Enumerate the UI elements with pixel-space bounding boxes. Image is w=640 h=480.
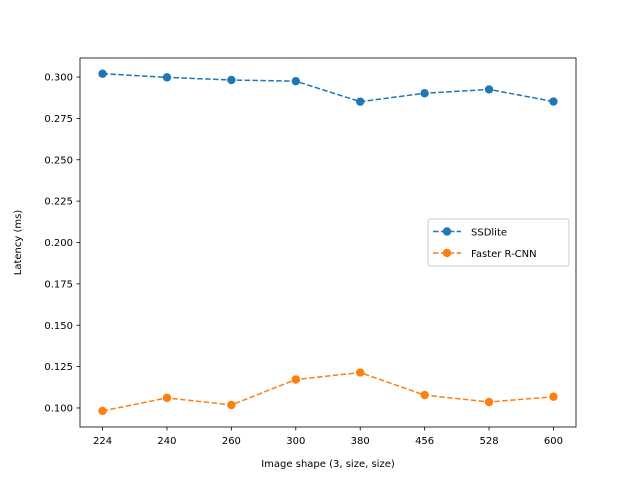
data-point-faster-r-cnn bbox=[484, 397, 494, 407]
data-point-faster-r-cnn bbox=[420, 390, 429, 400]
y-tick-label: 0.250 bbox=[44, 155, 73, 166]
data-point-ssdlite bbox=[420, 89, 429, 98]
x-tick-label: 380 bbox=[351, 436, 370, 447]
x-tick-label: 456 bbox=[415, 436, 434, 447]
legend-marker bbox=[442, 248, 452, 258]
series-line-ssdlite bbox=[102, 72, 554, 103]
data-point-faster-r-cnn bbox=[98, 406, 107, 416]
data-point-ssdlite bbox=[162, 73, 172, 82]
data-point-ssdlite bbox=[484, 85, 494, 94]
x-axis-label: Image shape (3, size, size) bbox=[261, 459, 395, 470]
data-point-faster-r-cnn bbox=[227, 400, 236, 410]
y-tick-label: 0.125 bbox=[44, 362, 73, 373]
legend-entry-label: SSDlite bbox=[471, 228, 507, 239]
y-axis: 0.100 0.125 0.150 0.175 0.200 0.225 0.250 0.275… bbox=[44, 73, 80, 415]
data-point-ssdlite bbox=[549, 97, 558, 106]
data-point-ssdlite bbox=[227, 75, 236, 85]
x-tick-label: 528 bbox=[479, 436, 498, 447]
x-tick-label: 224 bbox=[93, 436, 112, 447]
legend-entry-label: Faster R-CNN bbox=[471, 249, 537, 260]
data-point-ssdlite bbox=[356, 97, 365, 106]
data-point-faster-r-cnn bbox=[549, 392, 558, 401]
data-point-ssdlite bbox=[98, 69, 107, 78]
y-tick-label: 0.150 bbox=[44, 321, 73, 332]
data-point-faster-r-cnn bbox=[356, 368, 365, 377]
series-line-faster-r-cnn bbox=[102, 371, 554, 412]
series-layer bbox=[98, 69, 558, 416]
legend-marker bbox=[442, 227, 452, 236]
x-tick-label: 600 bbox=[544, 436, 563, 447]
data-point-faster-r-cnn bbox=[291, 375, 300, 384]
x-tick-label: 260 bbox=[222, 436, 241, 447]
y-tick-label: 0.200 bbox=[44, 238, 73, 249]
x-tick-label: 240 bbox=[157, 436, 176, 447]
y-tick-label: 0.300 bbox=[44, 73, 73, 84]
y-tick-label: 0.275 bbox=[44, 114, 73, 125]
legend-box bbox=[427, 218, 570, 267]
y-tick-label: 0.175 bbox=[44, 279, 73, 290]
data-point-ssdlite bbox=[291, 76, 300, 86]
y-tick-label: 0.225 bbox=[44, 197, 73, 208]
y-tick-label: 0.100 bbox=[44, 404, 73, 415]
x-axis: 224 240 260 300 380 456 528 600 bbox=[93, 427, 563, 447]
y-axis-label: Latency (ms) bbox=[13, 210, 24, 276]
data-point-faster-r-cnn bbox=[162, 393, 172, 403]
legend: SSDlite Faster R-CNN bbox=[427, 218, 570, 267]
x-tick-label: 300 bbox=[286, 436, 305, 447]
